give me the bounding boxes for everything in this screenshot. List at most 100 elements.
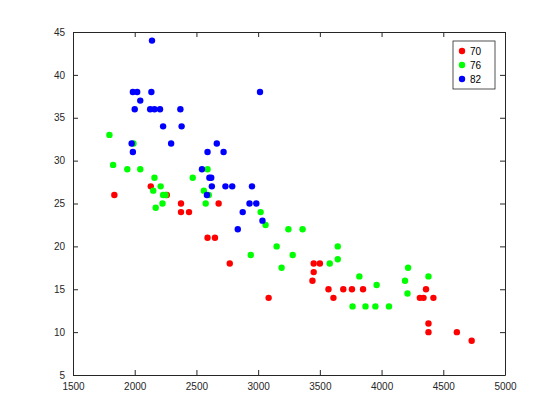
point [248, 252, 254, 258]
point [229, 183, 235, 189]
tick-mark [500, 289, 505, 290]
tick-mark [196, 32, 197, 37]
point [373, 282, 379, 288]
point [386, 303, 392, 309]
tick-label: 20 [54, 241, 66, 252]
point [137, 166, 143, 172]
tick: 4500 [433, 370, 456, 392]
point [372, 303, 378, 309]
point [204, 149, 210, 155]
tick: 40 [54, 70, 78, 81]
point [259, 217, 265, 223]
tick: 30 [54, 155, 78, 166]
point [327, 260, 333, 266]
point [160, 123, 166, 129]
tick-mark [500, 32, 505, 33]
tick-label: 45 [54, 27, 66, 38]
tick [500, 118, 505, 119]
point [423, 286, 429, 292]
legend-marker [459, 48, 465, 54]
tick [500, 32, 505, 33]
tick [320, 32, 321, 37]
point [356, 273, 362, 279]
point [454, 329, 460, 335]
tick-mark [258, 32, 259, 37]
point [209, 183, 215, 189]
point [212, 235, 218, 241]
tick: 3500 [309, 370, 332, 392]
tick: 4000 [371, 370, 394, 392]
point [157, 183, 163, 189]
legend-box [453, 41, 495, 89]
tick [135, 32, 136, 37]
tick-mark [73, 289, 78, 290]
point [278, 265, 284, 271]
tick-mark [500, 332, 505, 333]
point [130, 149, 136, 155]
point [177, 106, 183, 112]
point [128, 140, 134, 146]
tick-mark [500, 246, 505, 247]
tick-mark [258, 370, 259, 375]
point [178, 200, 184, 206]
tick [500, 161, 505, 162]
tick-label: 10 [54, 327, 66, 338]
point [199, 166, 205, 172]
series-0 [111, 183, 475, 344]
tick-mark [320, 370, 321, 375]
point [253, 200, 259, 206]
point [468, 338, 474, 344]
point [186, 209, 192, 215]
tick [500, 246, 505, 247]
point [285, 226, 291, 232]
tick-label: 4500 [433, 381, 456, 392]
plot-background [73, 32, 505, 375]
tick: 2500 [186, 370, 209, 392]
point [335, 243, 341, 249]
point [227, 260, 233, 266]
plot: 1500200025003000350040004500500051015202… [54, 27, 517, 392]
point [208, 175, 214, 181]
tick: 5 [59, 370, 78, 381]
legend-label: 76 [470, 60, 482, 71]
tick-mark [382, 370, 383, 375]
tick-label: 40 [54, 70, 66, 81]
tick [382, 32, 383, 37]
point [137, 97, 143, 103]
legend-marker [459, 62, 465, 68]
tick: 15 [54, 284, 78, 295]
y-axis-right [500, 33, 506, 376]
tick: 10 [54, 327, 78, 338]
tick-mark [73, 118, 78, 119]
point [202, 200, 208, 206]
point [325, 286, 331, 292]
tick-label: 35 [54, 112, 66, 123]
tick-mark [135, 32, 136, 37]
point [310, 260, 316, 266]
point [106, 132, 112, 138]
tick-label: 4000 [371, 381, 394, 392]
point [290, 252, 296, 258]
x-axis: 15002000250030003500400045005000 [62, 370, 517, 392]
point [340, 286, 346, 292]
point [178, 123, 184, 129]
tick-mark [500, 75, 505, 76]
tick [258, 32, 259, 37]
point [149, 37, 155, 43]
point [124, 166, 130, 172]
point [152, 205, 158, 211]
point [310, 269, 316, 275]
point [132, 106, 138, 112]
point [362, 303, 368, 309]
point [257, 89, 263, 95]
tick [500, 289, 505, 290]
point [273, 243, 279, 249]
legend: 707682 [453, 41, 495, 89]
tick [500, 204, 505, 205]
point [309, 277, 315, 283]
point [162, 192, 168, 198]
series-1 [106, 132, 431, 310]
tick-mark [73, 332, 78, 333]
point [420, 295, 426, 301]
point [246, 200, 252, 206]
